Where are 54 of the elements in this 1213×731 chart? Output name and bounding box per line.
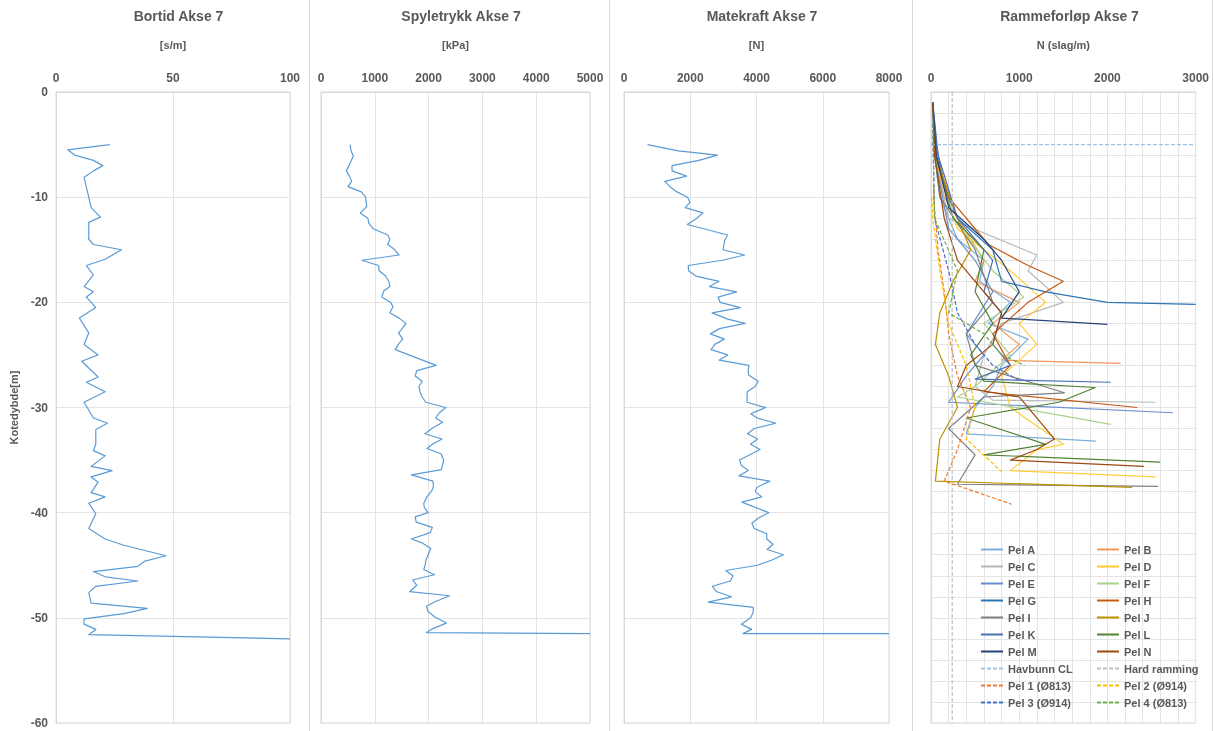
y-tick-label: -60 <box>30 716 49 730</box>
y-tick-label: -50 <box>30 610 49 625</box>
x-tick-label: 100 <box>279 71 301 85</box>
x-tick-label: 0 <box>317 71 325 85</box>
x-tick-label: 1000 <box>1005 71 1033 85</box>
y-tick-label: -30 <box>30 400 49 415</box>
chart-title: Rammeforløp Akse 7 <box>1000 8 1140 24</box>
x-tick-label: 50 <box>166 71 180 85</box>
legend-label: Pel E <box>1008 577 1035 590</box>
x-tick-label: 0 <box>52 71 60 85</box>
legend-label: Pel N <box>1124 645 1152 658</box>
x-tick-label: 4000 <box>522 71 550 85</box>
x-tick-label: 0 <box>927 71 935 85</box>
x-tick-label: 2000 <box>676 71 704 85</box>
x-tick-label: 3000 <box>469 71 497 85</box>
legend-label: Pel G <box>1008 594 1037 607</box>
legend-label: Pel 3 (Ø914) <box>1008 696 1072 709</box>
y-axis-title: Kotedybde[m] <box>8 370 21 445</box>
x-tick-label: 2000 <box>415 71 443 85</box>
x-tick-label: 5000 <box>576 71 604 85</box>
legend-label: Pel L <box>1124 628 1151 641</box>
legend-label: Hard ramming <box>1124 662 1199 675</box>
legend-label: Pel B <box>1124 543 1152 556</box>
x-tick-label: 0 <box>620 71 628 85</box>
x-axis-title: [s/m] <box>159 38 187 51</box>
legend-label: Havbunn CL <box>1008 662 1074 675</box>
chart-title: Bortid Akse 7 <box>133 8 224 24</box>
legend-label: Pel D <box>1124 560 1152 573</box>
legend-label: Pel 4 (Ø813) <box>1124 696 1188 709</box>
y-tick-label: -40 <box>30 505 49 520</box>
legend-label: Pel H <box>1124 594 1152 607</box>
x-tick-label: 2000 <box>1094 71 1122 85</box>
x-axis-title: N (slag/m) <box>1036 38 1091 51</box>
x-tick-label: 6000 <box>809 71 837 85</box>
legend-label: Pel K <box>1008 628 1036 641</box>
y-tick-label: -10 <box>30 190 49 205</box>
chart-title: Spyletrykk Akse 7 <box>401 8 521 24</box>
legend-label: Pel J <box>1124 611 1150 624</box>
y-tick-label: 0 <box>41 85 49 99</box>
legend-label: Pel F <box>1124 577 1151 590</box>
chart-title: Matekraft Akse 7 <box>706 8 818 24</box>
legend-label: Pel I <box>1008 611 1031 624</box>
x-tick-label: 4000 <box>743 71 771 85</box>
x-tick-label: 3000 <box>1182 71 1210 85</box>
legend-label: Pel M <box>1008 645 1037 658</box>
legend-label: Pel 2 (Ø914) <box>1124 679 1188 692</box>
x-tick-label: 1000 <box>361 71 389 85</box>
x-axis-title: [N] <box>748 38 765 51</box>
legend-label: Pel C <box>1008 560 1036 573</box>
y-tick-label: -20 <box>30 295 49 310</box>
legend-label: Pel 1 (Ø813) <box>1008 679 1072 692</box>
x-tick-label: 8000 <box>875 71 903 85</box>
x-axis-title: [kPa] <box>442 38 470 51</box>
legend-label: Pel A <box>1008 543 1036 556</box>
